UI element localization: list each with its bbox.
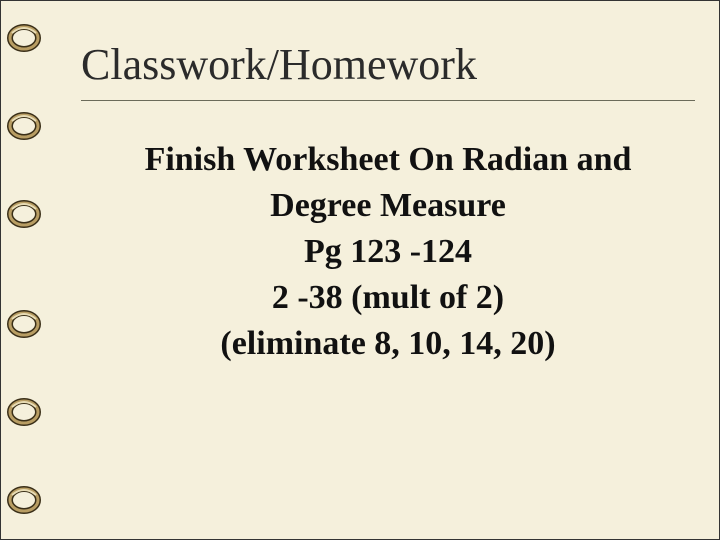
slide: Classwork/Homework Finish Worksheet On R… (0, 0, 720, 540)
binder-ring-icon (7, 23, 41, 53)
body-line: Finish Worksheet On Radian and (81, 137, 695, 183)
binder-ring-icon (7, 485, 41, 515)
binder-ring-icon (7, 397, 41, 427)
binder-rings (1, 1, 51, 540)
slide-title: Classwork/Homework (81, 39, 695, 98)
body-text: Finish Worksheet On Radian and Degree Me… (81, 137, 695, 366)
binder-ring-icon (7, 111, 41, 141)
binder-ring-icon (7, 199, 41, 229)
body-line: Degree Measure (81, 183, 695, 229)
body-line: (eliminate 8, 10, 14, 20) (81, 321, 695, 367)
binder-ring-icon (7, 309, 41, 339)
body-line: 2 -38 (mult of 2) (81, 275, 695, 321)
body-line: Pg 123 -124 (81, 229, 695, 275)
content-area: Classwork/Homework Finish Worksheet On R… (81, 39, 695, 366)
title-underline (81, 100, 695, 101)
